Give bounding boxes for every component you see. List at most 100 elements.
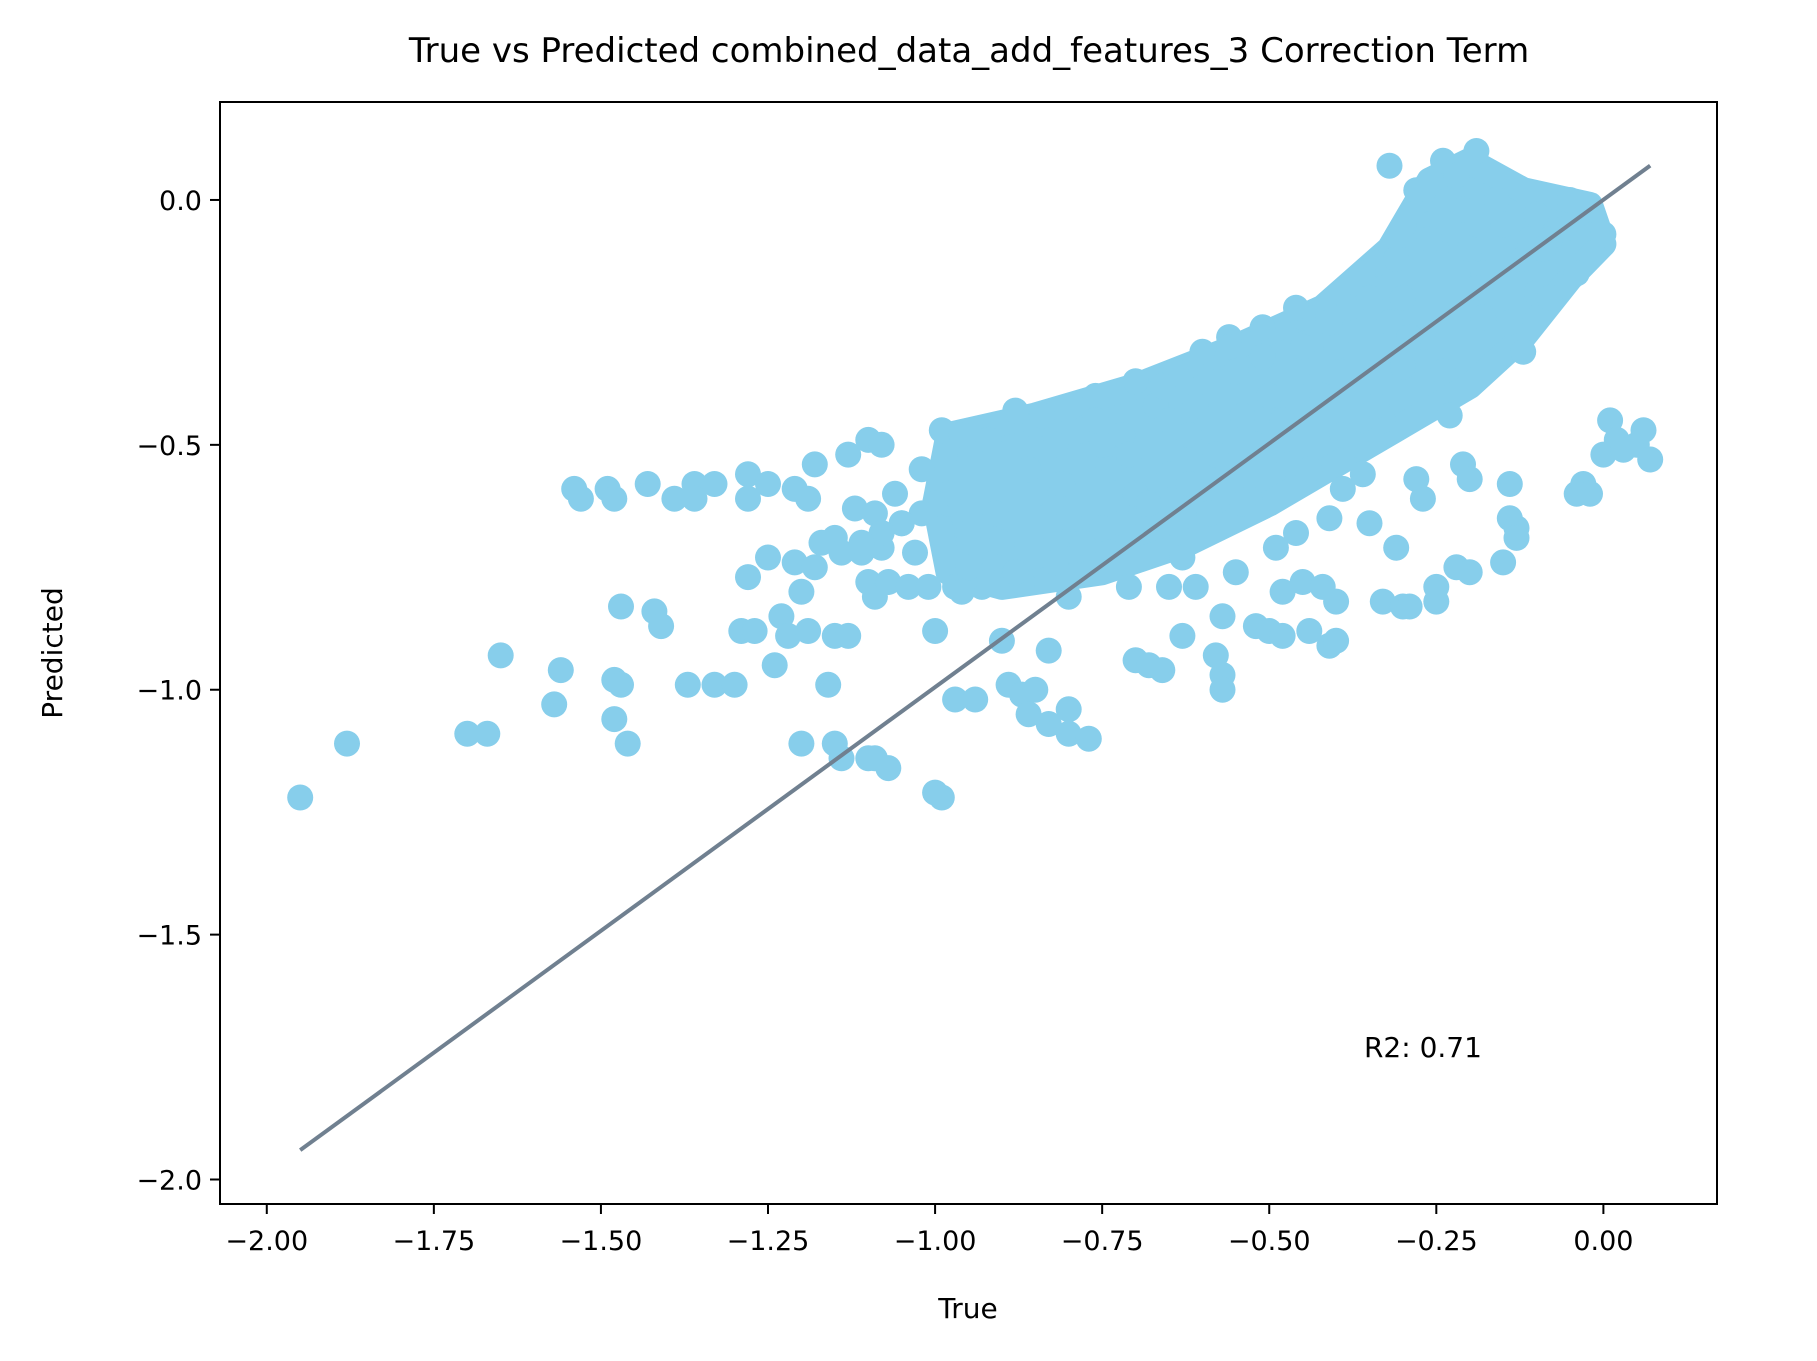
data-point — [1182, 573, 1209, 600]
data-point — [982, 500, 1009, 527]
data-point — [608, 671, 634, 698]
data-point — [982, 549, 1009, 576]
data-point — [1530, 235, 1557, 262]
x-tick-label: −1.50 — [560, 1226, 643, 1257]
data-point — [1463, 275, 1490, 302]
data-point — [1490, 211, 1517, 238]
data-point — [661, 485, 688, 512]
data-point — [1262, 534, 1289, 561]
data-point — [841, 495, 868, 522]
data-point — [962, 686, 989, 713]
x-tick-label: −2.00 — [225, 1226, 308, 1257]
x-tick-label: −0.25 — [1395, 1226, 1478, 1257]
data-point — [795, 618, 822, 644]
data-point — [1316, 309, 1343, 336]
data-point — [1296, 618, 1323, 644]
data-point — [567, 485, 594, 512]
points-layer — [287, 138, 1664, 811]
data-point — [795, 485, 822, 512]
data-point — [634, 471, 661, 497]
data-point — [861, 500, 888, 527]
data-point — [1082, 407, 1109, 434]
reference-line — [299, 164, 1652, 1152]
data-point — [1222, 559, 1249, 586]
data-point — [1109, 422, 1136, 448]
data-point — [1510, 338, 1537, 365]
x-tick-label: −0.50 — [1228, 1226, 1311, 1257]
data-point — [1022, 480, 1049, 507]
data-point — [1269, 622, 1296, 649]
data-point — [1156, 461, 1182, 488]
data-point — [868, 520, 895, 546]
data-point — [902, 539, 928, 566]
data-point — [1430, 358, 1456, 385]
data-point — [1115, 573, 1142, 600]
data-point — [1115, 441, 1142, 468]
data-point — [1403, 177, 1430, 204]
data-point — [1122, 368, 1149, 395]
data-point — [948, 578, 975, 605]
data-point — [1189, 338, 1216, 365]
data-point — [955, 520, 982, 546]
data-point — [1296, 456, 1323, 483]
data-point — [1222, 358, 1249, 385]
data-point — [1316, 505, 1343, 532]
y-tick-label: 0.0 — [159, 186, 202, 217]
data-point — [975, 569, 1002, 595]
data-point — [1055, 583, 1082, 610]
data-point — [1075, 725, 1102, 752]
data-point — [701, 671, 728, 698]
y-axis-label: Predicted — [36, 587, 69, 718]
data-point — [781, 549, 808, 576]
data-point — [835, 441, 862, 468]
data-point — [1376, 309, 1403, 336]
data-point — [1022, 676, 1049, 703]
data-point — [454, 720, 481, 747]
x-tick-label: −0.75 — [1061, 1226, 1144, 1257]
data-point — [1015, 456, 1042, 483]
data-point — [1483, 187, 1510, 213]
data-point — [908, 500, 935, 527]
data-point — [721, 671, 748, 698]
data-point — [1637, 446, 1664, 473]
chart-title: True vs Predicted combined_data_add_feat… — [408, 31, 1529, 71]
data-point — [1156, 573, 1182, 600]
data-point — [1035, 637, 1062, 664]
data-point — [1496, 471, 1523, 497]
data-point — [1536, 284, 1563, 311]
data-point — [1423, 573, 1450, 600]
data-point — [1135, 490, 1162, 517]
data-point — [1329, 475, 1356, 502]
data-point — [1630, 417, 1657, 444]
data-point — [1149, 657, 1176, 684]
data-point — [1216, 333, 1243, 360]
data-point — [1209, 676, 1236, 703]
x-tick-label: −1.25 — [727, 1226, 810, 1257]
data-point — [1049, 471, 1076, 497]
data-point — [735, 485, 761, 512]
data-point — [1089, 515, 1116, 542]
data-point — [1389, 353, 1416, 380]
data-point — [882, 480, 908, 507]
data-point — [1349, 260, 1376, 287]
data-point — [1196, 500, 1223, 527]
y-tick-label: −1.5 — [136, 921, 202, 952]
data-point — [1109, 510, 1136, 537]
data-point — [1229, 490, 1256, 517]
x-tick-label: 0.00 — [1573, 1226, 1633, 1257]
data-point — [1590, 221, 1617, 248]
data-point — [955, 554, 982, 581]
data-point — [1597, 407, 1624, 434]
data-point — [1490, 549, 1517, 576]
y-axis-ticks: 0.0 −0.5 −1.0 −1.5 −2.0 — [136, 186, 220, 1197]
data-point — [1403, 466, 1430, 493]
data-point — [1323, 627, 1350, 654]
data-point — [741, 618, 768, 644]
data-point — [895, 573, 922, 600]
data-point — [1456, 235, 1483, 262]
data-point — [1416, 226, 1443, 253]
data-point — [1409, 485, 1436, 512]
data-point — [1470, 304, 1497, 331]
data-point — [1169, 544, 1196, 571]
